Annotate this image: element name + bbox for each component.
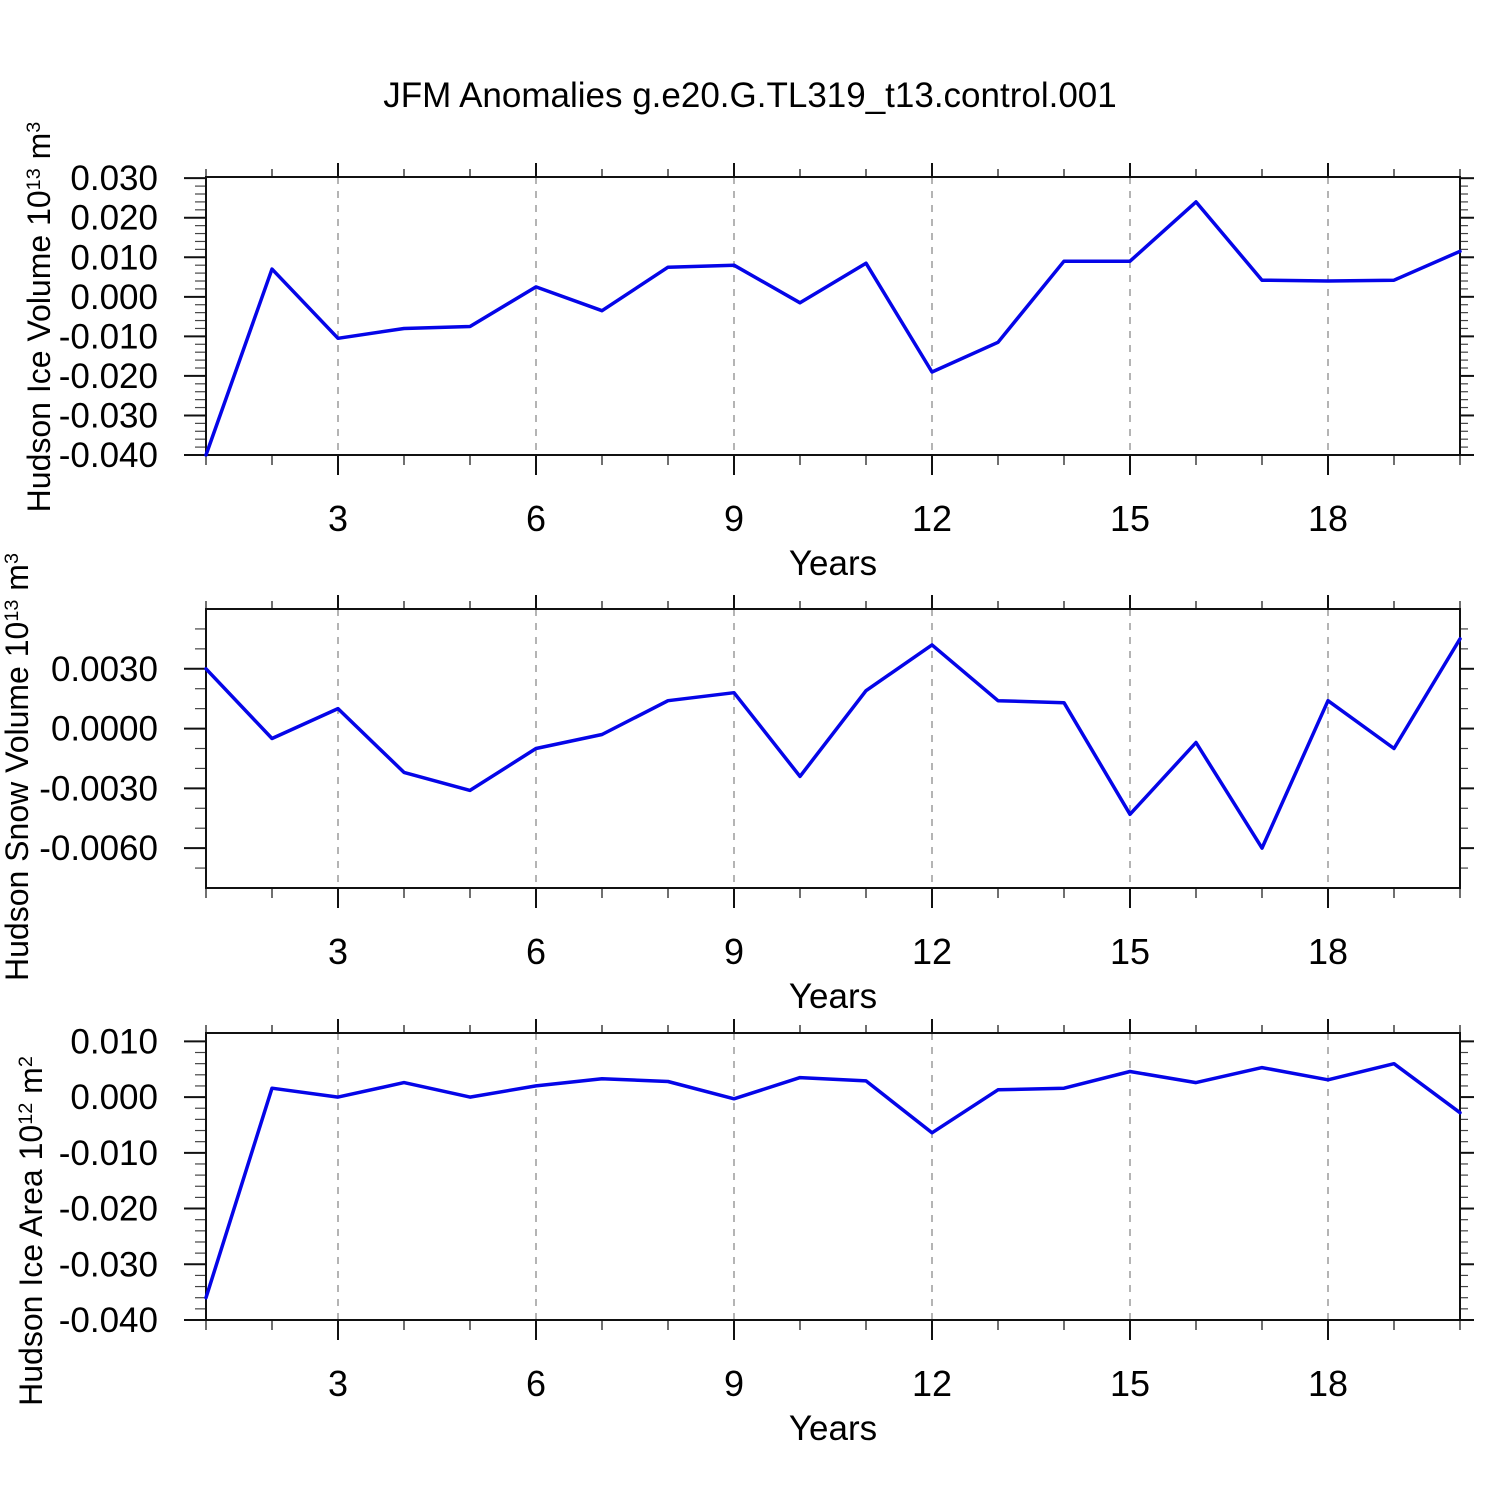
panel-3-xaxis-title: Years [789,1409,877,1448]
panel-1-xtick-label-9: 9 [724,498,744,539]
panel-2-xtick-label-15: 15 [1110,931,1150,972]
panel-3-xtick-label-12: 12 [912,1363,952,1404]
panel-1-xtick-label-3: 3 [328,498,348,539]
panel-1-xtick-label-6: 6 [526,498,546,539]
panel-1-ytick-label-4: -0.010 [59,317,158,356]
panel-1-ytick-label-5: -0.020 [59,357,158,396]
panel-3-xtick-label-18: 18 [1308,1363,1348,1404]
panel-3-ytick-label-3: -0.020 [59,1190,158,1229]
panel-1-plot-border [205,176,1461,456]
panel-3-ytick-label-1: 0.000 [70,1078,158,1117]
panel-1-series-line [204,200,1462,457]
panel-1-ytick-label-2: 0.010 [70,238,158,277]
panel-2-xtick-label-12: 12 [912,931,952,972]
chart-title: JFM Anomalies g.e20.G.TL319_t13.control.… [383,76,1117,115]
panel-2-ytick-label-1: 0.0000 [51,710,158,749]
panel-2-xtick-label-3: 3 [328,931,348,972]
panel-3-xtick-label-9: 9 [724,1363,744,1404]
panel-2-xtick-label-9: 9 [724,931,744,972]
panel-1-ytick-label-0: 0.030 [70,159,158,198]
panel-1-ytick-label-6: -0.030 [59,396,158,435]
panel-2-xtick-label-18: 18 [1308,931,1348,972]
panel-1-xtick-label-18: 18 [1308,498,1348,539]
panel-3-xtick-label-15: 15 [1110,1363,1150,1404]
panel-3-xtick-label-3: 3 [328,1363,348,1404]
panel-1-xtick-label-15: 15 [1110,498,1150,539]
panel-1-xtick-label-12: 12 [912,498,952,539]
panel-3-ytick-label-5: -0.040 [59,1301,158,1340]
panel-2-xtick-label-6: 6 [526,931,546,972]
panel-1-ytick-label-1: 0.020 [70,199,158,238]
panel-3-ytick-label-2: -0.010 [59,1134,158,1173]
panel-2-plot-border [205,608,1461,889]
panel-2-ytick-label-0: 0.0030 [51,650,158,689]
panel-2-ytick-label-3: -0.0060 [39,829,158,868]
panel-2-series-line [204,637,1462,850]
panel-3-ytick-label-4: -0.030 [59,1245,158,1284]
panel-3-series-line [204,1061,1462,1300]
panel-1-xaxis-title: Years [789,544,877,583]
panel-3-plot-border [205,1032,1461,1321]
panel-2-xaxis-title: Years [789,977,877,1016]
panel-3-ytick-label-0: 0.010 [70,1022,158,1061]
panel-2-ytick-label-2: -0.0030 [39,769,158,808]
panel-1-ytick-label-3: 0.000 [70,278,158,317]
panel-3-xtick-label-6: 6 [526,1363,546,1404]
panel-1-ytick-label-7: -0.040 [59,436,158,475]
